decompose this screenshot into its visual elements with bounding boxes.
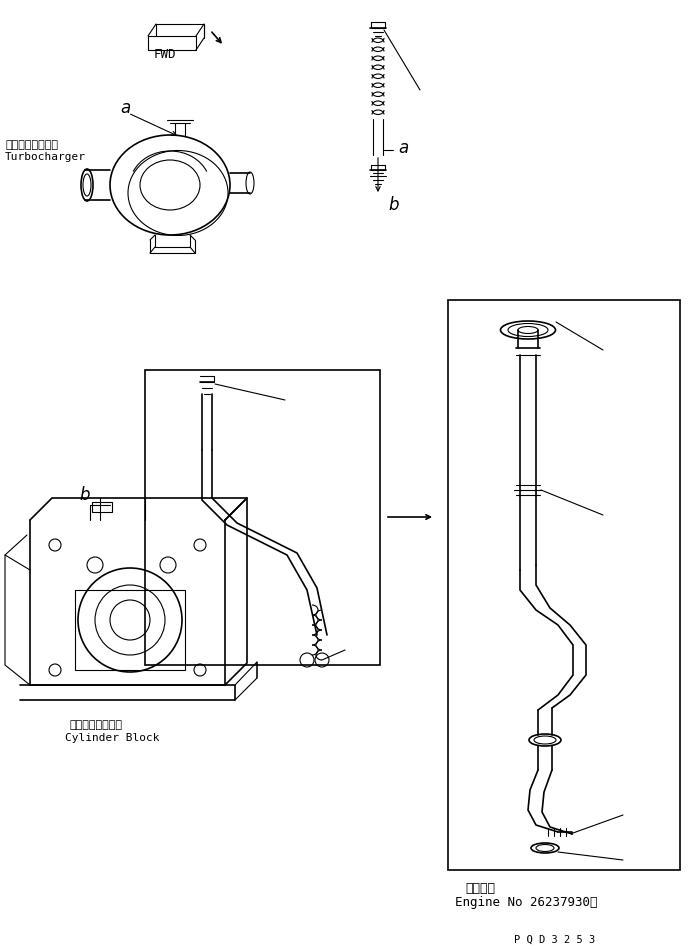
Text: ターボチャージャ: ターボチャージャ: [5, 140, 58, 150]
Text: Cylinder Block: Cylinder Block: [65, 733, 159, 743]
Text: Engine No 26237930～: Engine No 26237930～: [455, 896, 597, 909]
Text: b: b: [80, 486, 90, 504]
Text: P Q D 3 2 5 3: P Q D 3 2 5 3: [514, 935, 595, 945]
Bar: [75, 590, 185, 670]
Text: FWD: FWD: [154, 48, 177, 61]
Text: シリンダブロック: シリンダブロック: [70, 720, 123, 730]
Bar: [448, 300, 680, 870]
Text: a: a: [398, 139, 408, 157]
Bar: [92, 502, 112, 512]
Text: a: a: [120, 99, 130, 117]
Text: 適用号機: 適用号機: [465, 882, 495, 895]
Text: b: b: [388, 196, 398, 214]
Bar: [145, 370, 380, 665]
Text: Turbocharger: Turbocharger: [5, 152, 86, 162]
